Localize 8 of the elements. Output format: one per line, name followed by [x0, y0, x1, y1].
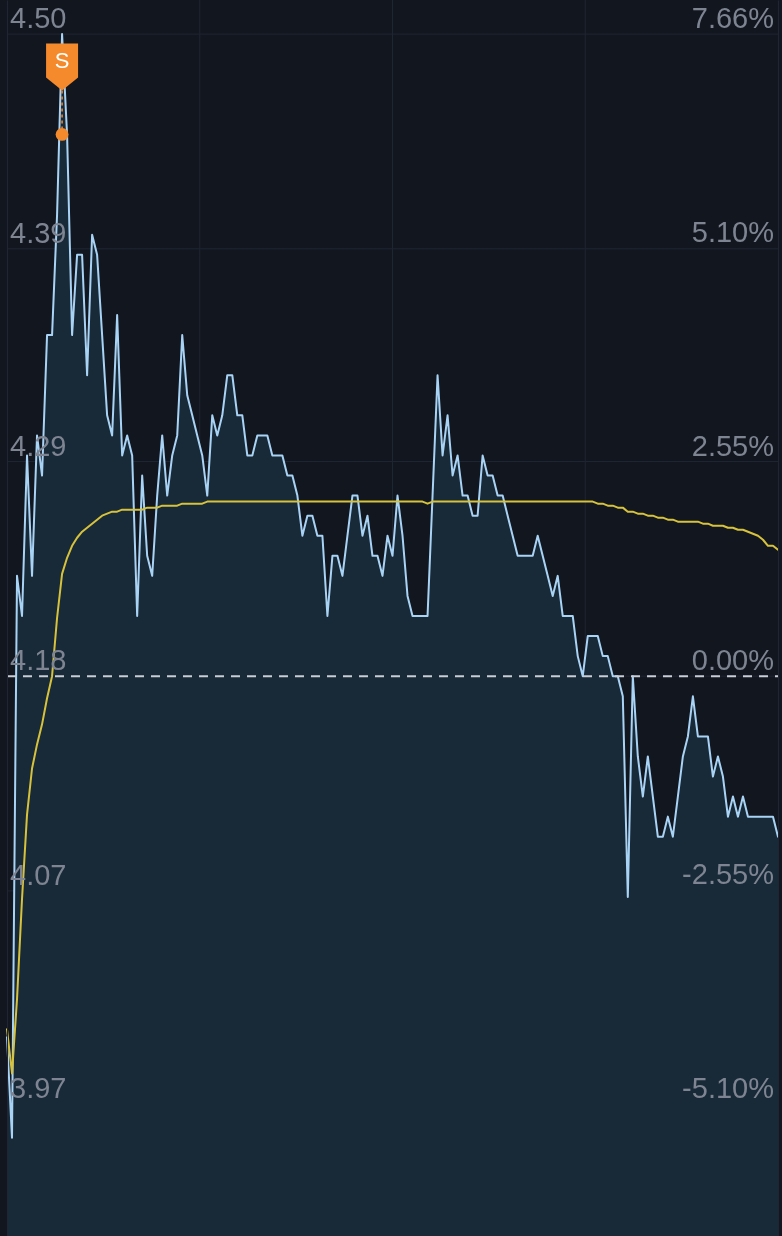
- y2-tick-label: 5.10%: [691, 216, 774, 249]
- y-tick-label: 4.50: [10, 2, 67, 35]
- text: S: [54, 48, 70, 74]
- y2-tick-label: 2.55%: [691, 430, 774, 463]
- y2-tick-label: -2.55%: [682, 858, 774, 891]
- y2-tick-label: 7.66%: [691, 1, 774, 34]
- y2-tick-label: -5.10%: [682, 1072, 774, 1105]
- y2-tick-label: 0.00%: [691, 644, 774, 677]
